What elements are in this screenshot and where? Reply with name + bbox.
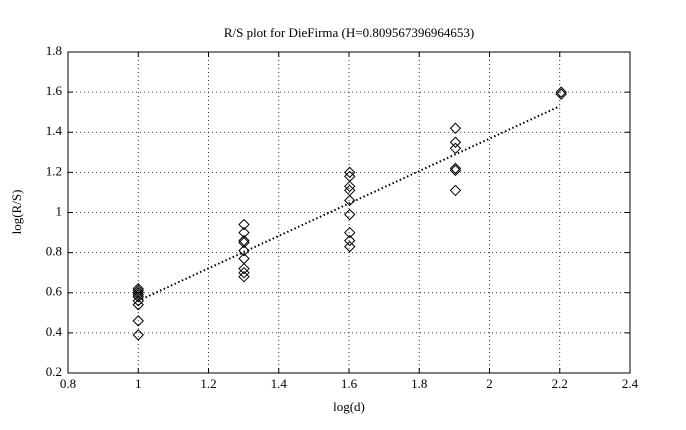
x-axis-label: log(d) bbox=[333, 399, 365, 414]
data-point bbox=[132, 295, 144, 307]
x-tick-label: 1.4 bbox=[271, 376, 288, 391]
data-point bbox=[132, 329, 144, 341]
data-point bbox=[238, 218, 250, 231]
data-point bbox=[344, 234, 356, 247]
y-tick-label: 1.8 bbox=[46, 43, 62, 58]
y-tick-label: 0.8 bbox=[46, 244, 62, 259]
data-point bbox=[449, 184, 462, 197]
y-tick-label: 1.6 bbox=[46, 83, 63, 98]
data-point bbox=[449, 162, 462, 175]
data-point bbox=[449, 122, 462, 134]
x-tick-label: 0.8 bbox=[60, 376, 76, 391]
y-tick-label: 0.6 bbox=[46, 284, 63, 299]
data-point bbox=[344, 166, 356, 179]
y-tick-label: 0.2 bbox=[46, 364, 62, 379]
data-point bbox=[132, 291, 144, 303]
x-tick-label: 1.8 bbox=[411, 376, 427, 391]
data-point bbox=[344, 180, 356, 193]
x-tick-label: 2 bbox=[486, 376, 493, 391]
x-tick-label: 1 bbox=[135, 376, 142, 391]
data-point bbox=[344, 240, 356, 253]
data-point bbox=[344, 194, 356, 207]
data-point bbox=[132, 315, 144, 327]
data-point bbox=[238, 244, 250, 257]
y-tick-label: 1.2 bbox=[46, 163, 62, 178]
fit-line bbox=[137, 105, 561, 302]
data-point bbox=[555, 88, 567, 100]
y-tick-label: 1 bbox=[56, 203, 63, 218]
data-point bbox=[132, 287, 144, 299]
x-tick-label: 1.6 bbox=[341, 376, 358, 391]
data-point bbox=[555, 86, 567, 98]
x-tick-label: 2.4 bbox=[622, 376, 639, 391]
data-point bbox=[449, 142, 462, 155]
x-tick-label: 2.2 bbox=[552, 376, 568, 391]
data-point bbox=[449, 164, 462, 177]
data-point bbox=[238, 266, 250, 279]
chart-title: R/S plot for DieFirma (H=0.8095673969646… bbox=[224, 25, 474, 40]
data-point bbox=[344, 226, 356, 239]
x-tick-label: 1.2 bbox=[200, 376, 216, 391]
data-point bbox=[238, 236, 250, 249]
data-point bbox=[238, 262, 250, 275]
y-tick-label: 1.4 bbox=[46, 123, 63, 138]
y-axis-label: log(R/S) bbox=[9, 190, 24, 235]
data-point bbox=[132, 283, 144, 295]
plot-frame bbox=[67, 51, 631, 374]
data-point bbox=[449, 136, 462, 148]
data-point bbox=[238, 270, 250, 283]
y-tick-label: 0.4 bbox=[46, 324, 63, 339]
data-point bbox=[132, 299, 144, 311]
data-point bbox=[344, 208, 356, 221]
